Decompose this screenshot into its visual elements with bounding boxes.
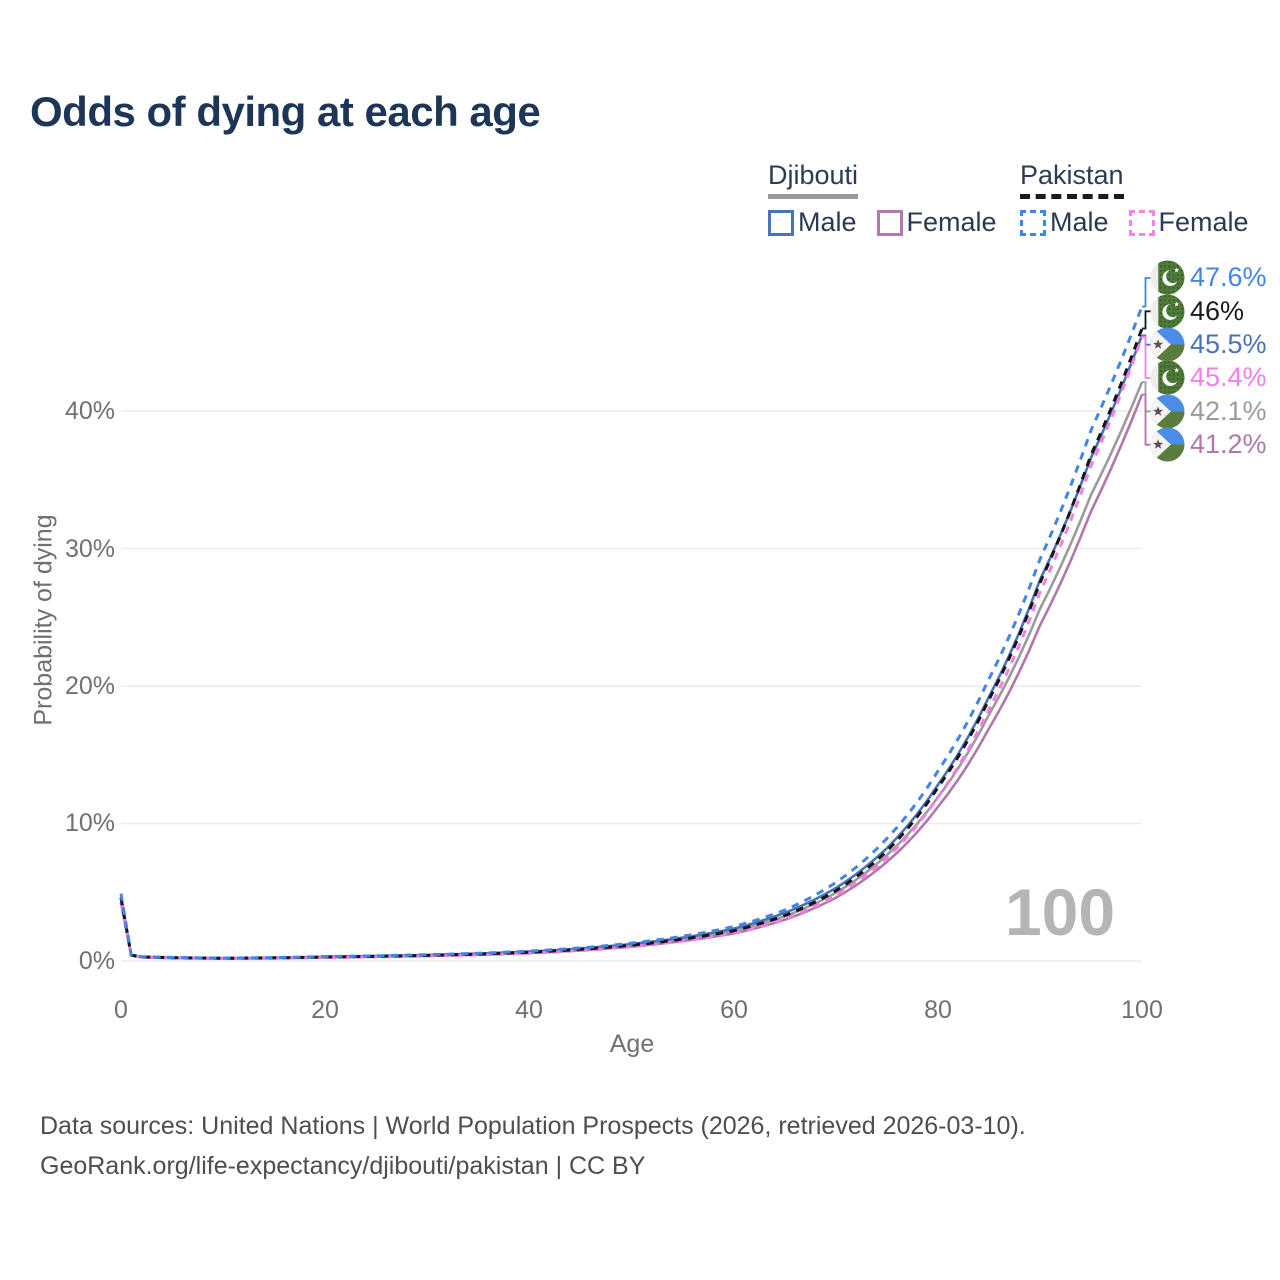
pakistan-flag-icon <box>1150 294 1185 329</box>
checkbox-djibouti-female[interactable] <box>876 209 903 236</box>
end-label-value: 42.1% <box>1190 396 1267 426</box>
data-source-footer: Data sources: United Nations | World Pop… <box>40 1106 1026 1186</box>
pakistan-flag-icon <box>1150 260 1185 295</box>
page-title: Odds of dying at each age <box>30 88 541 135</box>
legend-item-djibouti-male[interactable]: Male <box>768 207 857 238</box>
end-label-value: 46% <box>1190 296 1245 326</box>
legend-label: Male <box>1050 207 1109 237</box>
footer-line-1: Data sources: United Nations | World Pop… <box>40 1112 1026 1140</box>
legend-item-pakistan-male[interactable]: Male <box>1020 207 1109 238</box>
end-label-value: 41.2% <box>1190 429 1267 459</box>
pakistan-flag-icon <box>1150 360 1185 395</box>
checkbox-djibouti-male[interactable] <box>768 209 794 236</box>
y-tick-10: 10% <box>64 809 115 837</box>
legend-group-djibouti: Djibouti Male Female <box>768 160 997 238</box>
x-tick-60: 60 <box>720 996 748 1024</box>
y-axis-title: Probability of dying <box>29 514 58 726</box>
end-label-djibouti-male: 45.5% <box>1150 327 1267 362</box>
footer-line-2: GeoRank.org/life-expectancy/djibouti/pak… <box>40 1152 646 1180</box>
x-tick-80: 80 <box>924 996 952 1024</box>
end-label-pakistan-male: 47.6% <box>1150 260 1267 295</box>
end-label-pakistan-female: 45.4% <box>1150 360 1267 395</box>
legend-group-pakistan: Pakistan Male Female <box>1020 160 1249 238</box>
end-label-djibouti-female: 41.2% <box>1150 427 1267 462</box>
checkbox-pakistan-female[interactable] <box>1128 209 1155 236</box>
checkbox-pakistan-male[interactable] <box>1020 209 1046 236</box>
legend-item-djibouti-female[interactable]: Female <box>876 207 997 238</box>
end-label-pakistan-total: 46% <box>1150 294 1244 329</box>
legend-country-djibouti: Djibouti <box>768 160 859 199</box>
x-axis-title: Age <box>609 1030 655 1058</box>
y-tick-30: 30% <box>64 535 115 563</box>
legend-label: Female <box>906 207 997 237</box>
x-tick-100: 100 <box>1121 996 1163 1024</box>
end-label-djibouti-total: 42.1% <box>1150 394 1267 429</box>
x-tick-40: 40 <box>515 996 543 1024</box>
legend-label: Male <box>798 207 857 237</box>
end-label-value: 47.6% <box>1190 262 1267 292</box>
end-label-value: 45.5% <box>1190 329 1267 359</box>
hover-age-watermark: 100 <box>1004 875 1116 949</box>
legend-country-pakistan: Pakistan <box>1020 160 1124 199</box>
x-tick-20: 20 <box>311 996 339 1024</box>
x-tick-0: 0 <box>114 996 128 1024</box>
end-label-value: 45.4% <box>1190 362 1267 392</box>
legend-label: Female <box>1158 207 1249 237</box>
y-tick-0: 0% <box>78 947 115 975</box>
djibouti-flag-icon <box>1150 394 1185 429</box>
djibouti-flag-icon <box>1150 427 1185 462</box>
legend-item-pakistan-female[interactable]: Female <box>1128 207 1249 238</box>
djibouti-flag-icon <box>1150 327 1185 362</box>
y-tick-20: 20% <box>64 672 115 700</box>
y-tick-40: 40% <box>64 397 115 425</box>
